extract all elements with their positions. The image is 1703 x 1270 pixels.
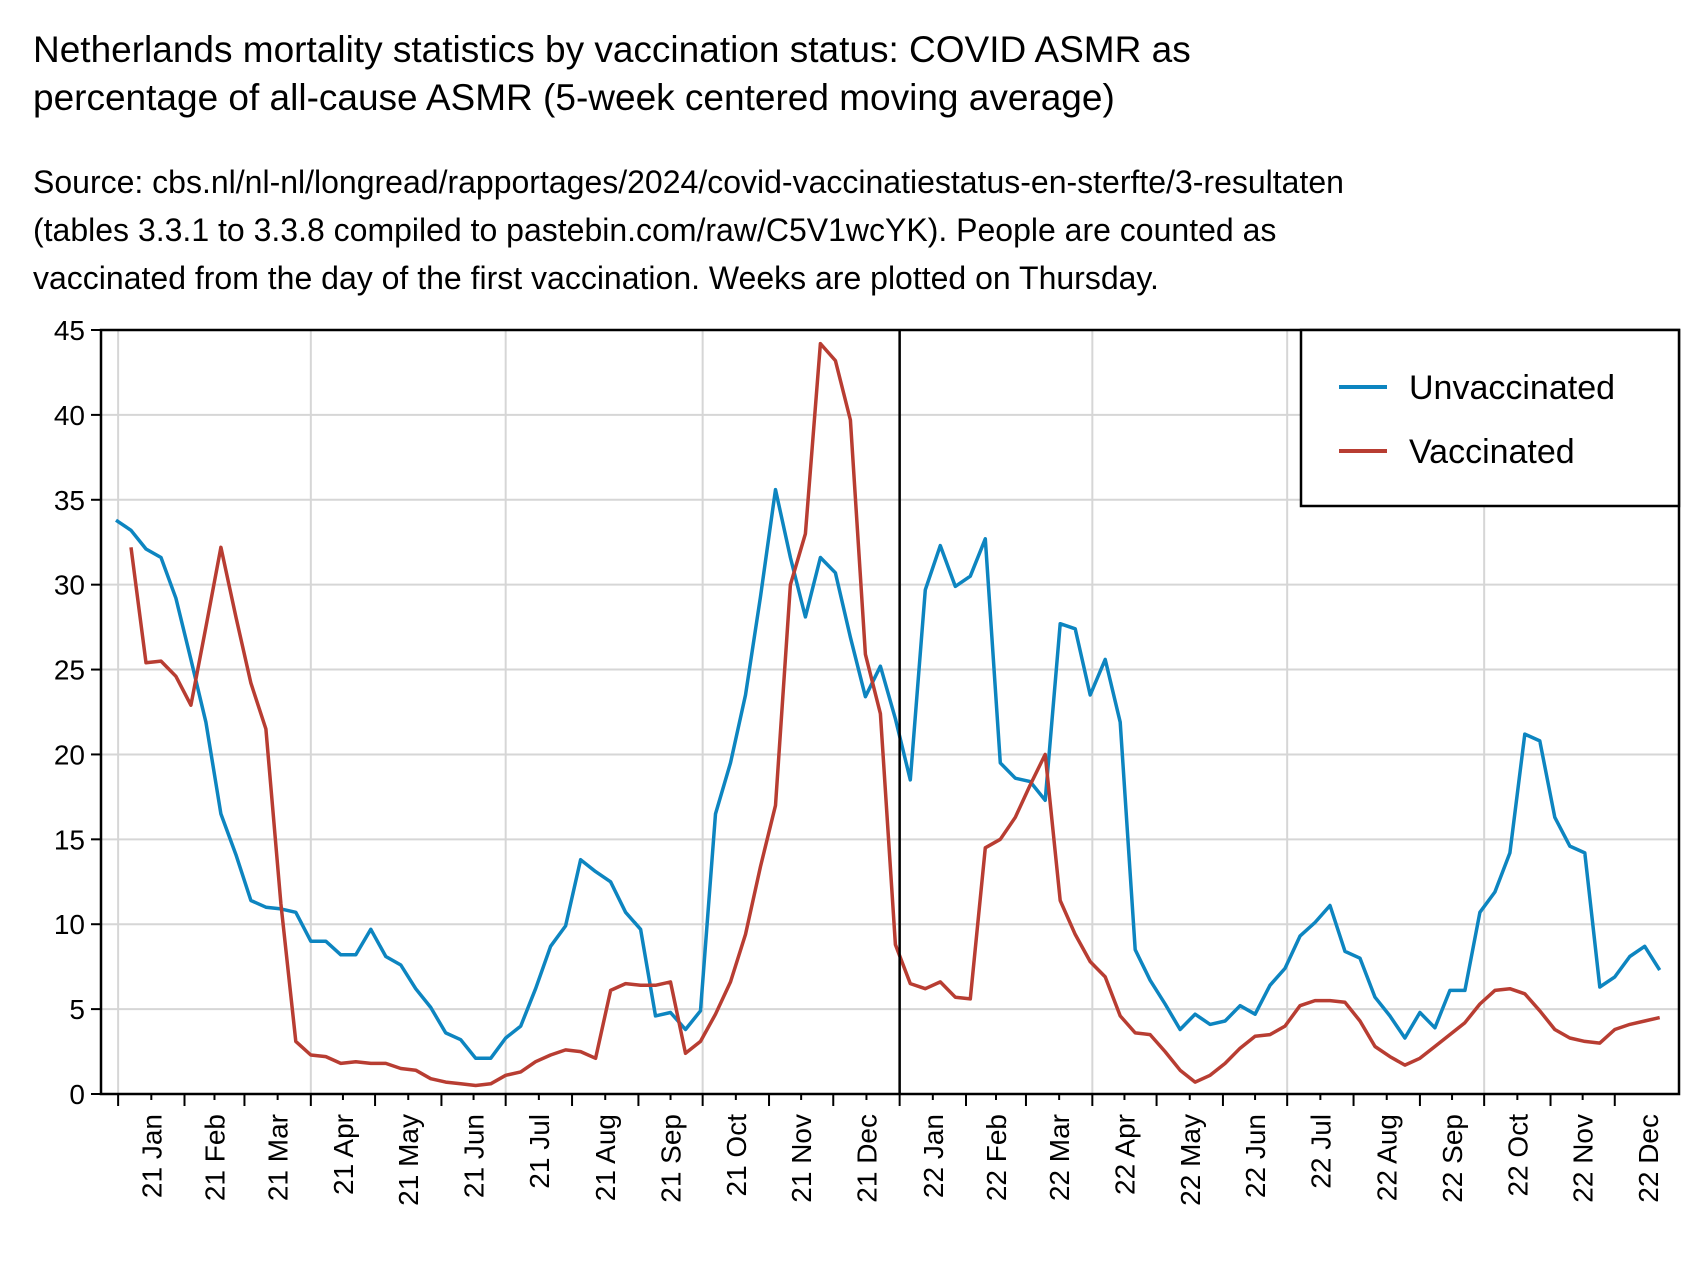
x-tick-label: 21 Aug (590, 1114, 621, 1201)
x-tick-label: 21 Apr (328, 1114, 359, 1195)
y-tick-label: 15 (54, 824, 85, 855)
y-tick-label: 20 (54, 739, 85, 770)
x-tick-label: 22 Aug (1372, 1114, 1403, 1201)
y-tick-label: 10 (54, 909, 85, 940)
y-tick-label: 40 (54, 400, 85, 431)
x-tick-label: 21 Feb (199, 1114, 230, 1201)
legend-label-vaccinated: Vaccinated (1409, 433, 1575, 471)
y-tick-label: 0 (69, 1079, 85, 1110)
x-tick-label: 22 Jun (1240, 1114, 1271, 1198)
x-tick-label: 22 Mar (1044, 1114, 1075, 1201)
x-tick-label: 22 Jul (1305, 1114, 1336, 1189)
y-tick-label: 25 (54, 655, 85, 686)
x-tick-label: 22 Oct (1502, 1114, 1533, 1197)
x-tick-label: 21 Mar (263, 1114, 294, 1201)
x-tick-label: 22 May (1175, 1114, 1206, 1206)
axes: 0 5 10 15 20 25 30 35 40 45 21 Jan 21 Feb 21 Mar 21 A… (54, 315, 1681, 1206)
legend-label-unvaccinated: Unvaccinated (1409, 369, 1615, 407)
series-line-unvaccinated (115, 487, 1662, 1061)
x-tick-label: 21 Sep (656, 1114, 687, 1203)
x-tick-label: 21 Dec (851, 1114, 882, 1203)
x-tick-label: 21 Jul (524, 1114, 555, 1189)
x-tick-label: 21 Nov (786, 1114, 817, 1203)
legend: Unvaccinated Vaccinated (1299, 328, 1681, 508)
x-tick-label: 21 Jun (459, 1114, 490, 1198)
series-lines (115, 341, 1662, 1088)
x-tick-label: 21 May (393, 1114, 424, 1206)
x-tick-label: 22 Sep (1437, 1114, 1468, 1203)
y-tick-label: 45 (54, 315, 85, 346)
x-tick-label: 22 Apr (1109, 1114, 1140, 1195)
legend-box (1299, 328, 1681, 508)
x-tick-label: 22 Jan (918, 1114, 949, 1198)
chart-title: Netherlands mortality statistics by vacc… (33, 29, 1191, 118)
y-tick-label: 30 (54, 570, 85, 601)
series-line-vaccinated (129, 341, 1661, 1088)
y-tick-label: 5 (69, 994, 85, 1025)
chart-subtitle: Source: cbs.nl/nl-nl/longread/rapportage… (33, 164, 1344, 296)
x-tick-label: 22 Dec (1633, 1114, 1664, 1203)
x-tick-label: 22 Nov (1568, 1114, 1599, 1203)
y-tick-label: 35 (54, 485, 85, 516)
plot-frame (99, 328, 1681, 1096)
x-tick-label: 21 Jan (136, 1114, 167, 1198)
x-tick-label: 22 Feb (981, 1114, 1012, 1201)
x-tick-label: 21 Oct (721, 1114, 752, 1197)
